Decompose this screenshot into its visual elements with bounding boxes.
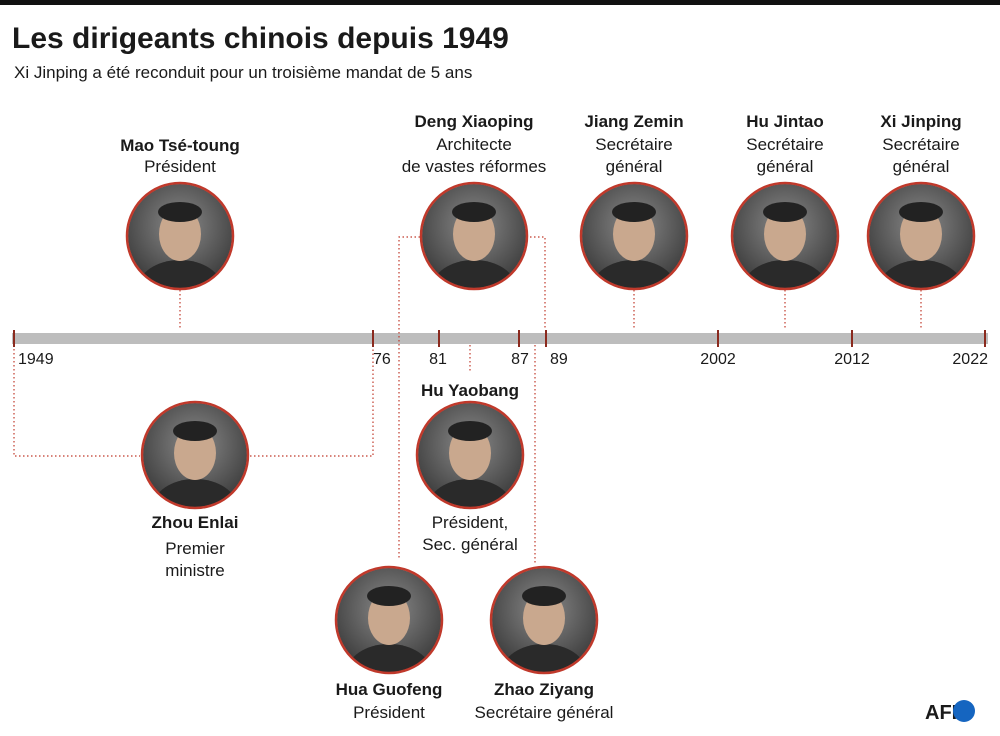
leader: Zhou Enlai Premier ministre xyxy=(140,400,250,580)
leader-role: Sec. général xyxy=(422,535,517,554)
leader-role: général xyxy=(893,157,950,176)
leader-name: Hua Guofeng xyxy=(336,680,443,699)
portrait xyxy=(143,403,247,507)
portrait-ring xyxy=(419,181,529,291)
leader-role: Président, xyxy=(432,513,509,532)
portrait-hair xyxy=(448,421,492,441)
portrait-body xyxy=(153,479,237,507)
leader-role: Secrétaire xyxy=(746,135,823,154)
leader: Hu Yaobang Président, Sec. général xyxy=(415,381,525,554)
connectors xyxy=(13,236,922,565)
portrait-ring xyxy=(334,565,444,675)
portrait-body xyxy=(879,260,963,288)
portrait-hair xyxy=(158,202,202,222)
leader: Xi Jinping Secrétaire général xyxy=(866,112,976,291)
leader-role: ministre xyxy=(165,561,225,580)
timeline-label: 89 xyxy=(550,351,568,368)
leader: Hu Jintao Secrétaire général xyxy=(730,112,840,291)
leader-role: Architecte xyxy=(436,135,512,154)
portrait xyxy=(582,184,686,288)
portrait-ring xyxy=(415,400,525,510)
portrait-body xyxy=(743,260,827,288)
portrait-hair xyxy=(367,586,411,606)
leader: Deng Xiaoping Architecte de vastes réforme… xyxy=(402,112,547,291)
timeline-label: 1949 xyxy=(18,351,54,368)
leader-name: Deng Xiaoping xyxy=(415,112,534,131)
portrait-ring xyxy=(866,181,976,291)
leader-role: Président xyxy=(353,703,425,722)
leader-role: Premier xyxy=(165,539,225,558)
timeline-label: 76 xyxy=(373,351,391,368)
leader-name: Xi Jinping xyxy=(880,112,961,131)
credit-dot xyxy=(953,700,975,722)
portrait-ring xyxy=(140,400,250,510)
leader-role: général xyxy=(606,157,663,176)
portrait-hair xyxy=(522,586,566,606)
portrait-body xyxy=(138,260,222,288)
leader-role: Secrétaire général xyxy=(475,703,614,722)
portrait-ring xyxy=(489,565,599,675)
portrait xyxy=(418,403,522,507)
leader-role: Secrétaire xyxy=(882,135,959,154)
top-bar xyxy=(0,0,1000,5)
portrait-body xyxy=(432,260,516,288)
leader-role: Secrétaire xyxy=(595,135,672,154)
portrait-body xyxy=(592,260,676,288)
leader-role: Président xyxy=(144,157,216,176)
leader: Mao Tsé-toung Président xyxy=(120,136,240,291)
portrait-hair xyxy=(173,421,217,441)
portrait-body xyxy=(502,644,586,672)
portrait xyxy=(733,184,837,288)
portrait-hair xyxy=(612,202,656,222)
leader-role: général xyxy=(757,157,814,176)
portrait xyxy=(422,184,526,288)
leader-name: Jiang Zemin xyxy=(584,112,683,131)
portrait-ring xyxy=(125,181,235,291)
portrait xyxy=(869,184,973,288)
portrait-ring xyxy=(579,181,689,291)
timeline-label: 2002 xyxy=(700,351,736,368)
timeline-label: 2022 xyxy=(952,351,988,368)
portrait xyxy=(128,184,232,288)
portrait-hair xyxy=(763,202,807,222)
portrait-ring xyxy=(730,181,840,291)
portrait-body xyxy=(428,479,512,507)
timeline-label: 81 xyxy=(429,351,447,368)
leader-name: Zhou Enlai xyxy=(152,513,239,532)
leader-name: Zhao Ziyang xyxy=(494,680,594,699)
portrait-hair xyxy=(899,202,943,222)
leader: Jiang Zemin Secrétaire général xyxy=(579,112,689,291)
leader-name: Hu Jintao xyxy=(746,112,823,131)
leader-role: de vastes réformes xyxy=(402,157,547,176)
timeline-label: 2012 xyxy=(834,351,870,368)
portrait-hair xyxy=(452,202,496,222)
portrait xyxy=(337,568,441,672)
leader: Hua Guofeng Président xyxy=(334,565,444,722)
portrait-body xyxy=(347,644,431,672)
leader: Zhao Ziyang Secrétaire général xyxy=(475,565,614,722)
subtitle: Xi Jinping a été reconduit pour un trois… xyxy=(14,63,472,82)
portrait xyxy=(492,568,596,672)
timeline-bar xyxy=(12,333,988,344)
title: Les dirigeants chinois depuis 1949 xyxy=(12,22,509,55)
leader-name: Mao Tsé-toung xyxy=(120,136,240,155)
leader-name: Hu Yaobang xyxy=(421,381,519,400)
timeline-label: 87 xyxy=(511,351,529,368)
